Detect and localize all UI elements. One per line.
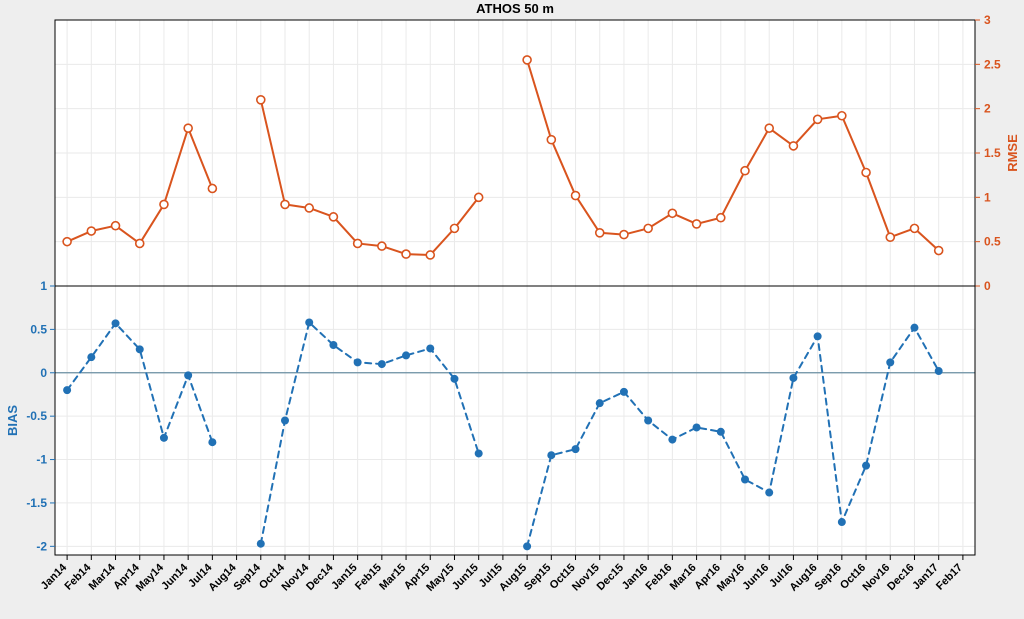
bias-y-label: BIAS xyxy=(5,405,20,436)
rmse-y-label: RMSE xyxy=(1005,134,1020,172)
rmse-y-tick-label: 1.5 xyxy=(984,146,1001,160)
bias-plot-bg xyxy=(55,286,975,555)
rmse-y-tick-label: 2 xyxy=(984,102,991,116)
bias-y-tick-label: -2 xyxy=(36,539,47,553)
bias-y-tick-label: -1 xyxy=(36,453,47,467)
rmse-y-tick-label: 3 xyxy=(984,13,991,27)
rmse-y-tick-label: 0.5 xyxy=(984,235,1001,249)
bias-y-tick-label: -1.5 xyxy=(26,496,47,510)
rmse-y-tick-label: 1 xyxy=(984,190,991,204)
bias-y-tick-label: -0.5 xyxy=(26,409,47,423)
chart-title: ATHOS 50 m xyxy=(476,1,554,16)
bias-y-tick-label: 0 xyxy=(40,366,47,380)
chart-svg: 0 0.5 1 1.5 2 2.5 3 RMSE ATHOS 50 m -2 -1.5 -1 -0.5 0… xyxy=(0,0,1024,619)
bias-y-tick-label: 1 xyxy=(40,279,47,293)
rmse-y-tick-label: 2.5 xyxy=(984,57,1001,71)
bias-y-tick-label: 0.5 xyxy=(30,322,47,336)
rmse-y-tick-label: 0 xyxy=(984,279,991,293)
chart-root: 0 0.5 1 1.5 2 2.5 3 RMSE ATHOS 50 m -2 -1.5 -1 -0.5 0… xyxy=(0,0,1024,619)
